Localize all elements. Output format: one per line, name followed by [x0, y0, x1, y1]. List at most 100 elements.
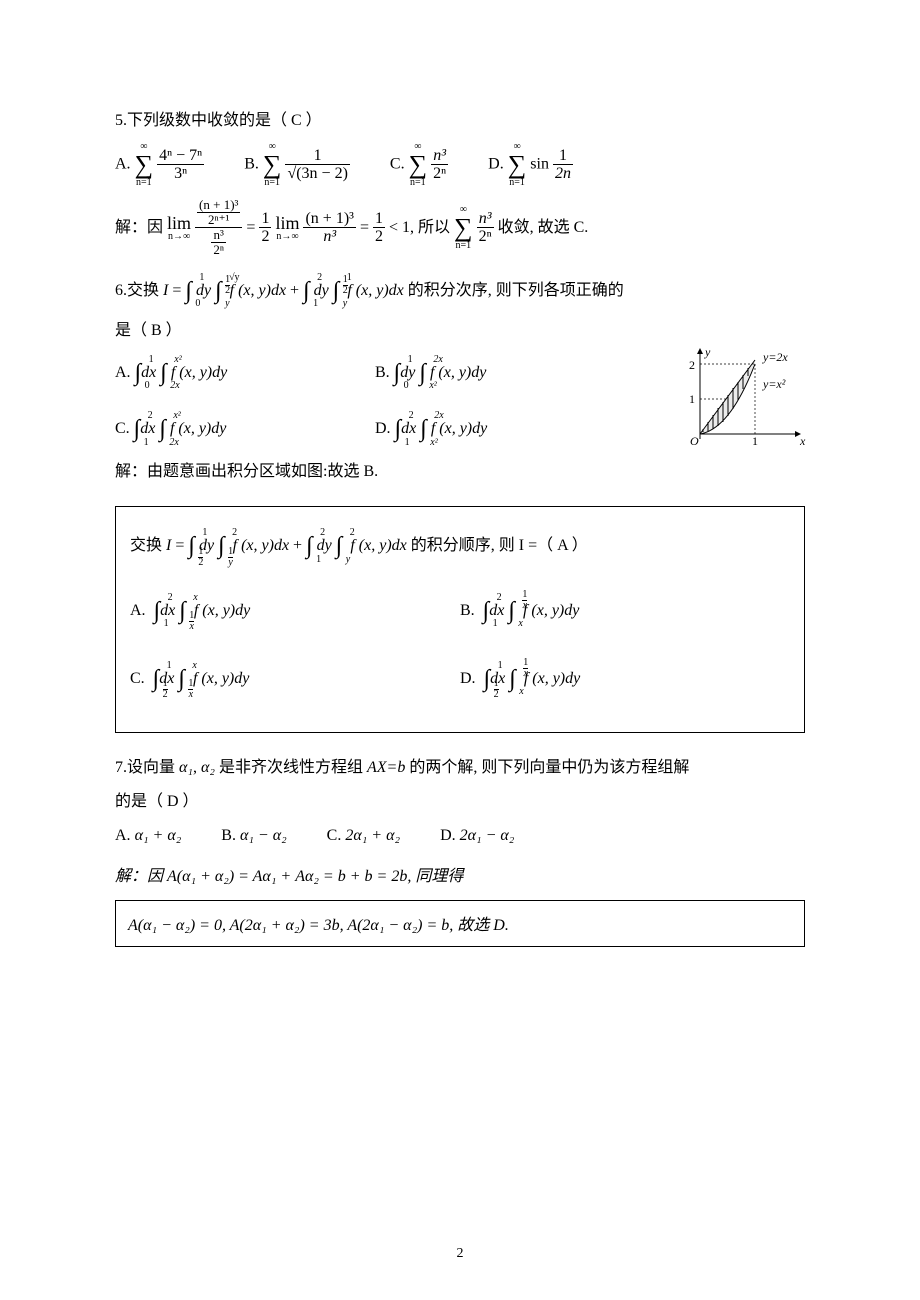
sum-lower: n=1: [409, 178, 428, 188]
solution-text: A(α₁ − α₂) = 0, A(2α₁ + α₂) = 3b, A(2α₁ …: [128, 917, 509, 934]
sin-func: sin: [530, 155, 549, 172]
q5-solution: 解：因 lim n→∞ (n + 1)³ 2ⁿ⁺¹ n³ 2ⁿ = 1 2: [115, 198, 805, 258]
variant-choice-a: A. ∫21dx ∫x1x f (x, y)dy: [130, 592, 460, 630]
q6-choice-d: D. ∫21dx ∫2xx² f (x, y)dy: [375, 410, 635, 448]
origin-label: O: [690, 434, 699, 448]
q5-choice-b: B. ∞ ∑ n=1 1 √(3n − 2): [244, 142, 350, 188]
lim-operator: lim n→∞: [167, 214, 191, 242]
equals: =: [360, 218, 373, 235]
integrand: f (x, y)dx: [350, 537, 406, 554]
int-upper: 2: [317, 270, 322, 286]
integrand: f (x, y)dy: [524, 670, 580, 687]
y-axis-label: y: [704, 345, 711, 359]
q5-choices: A. ∞ ∑ n=1 4ⁿ − 7ⁿ 3ⁿ B. ∞ ∑ n=1 1 √(3n …: [115, 142, 805, 188]
integrand: f (x, y)dy: [193, 670, 249, 687]
q6-choices: A. ∫10dx ∫x²2x f (x, y)dy B. ∫10dy ∫2xx²…: [115, 354, 635, 449]
choice-label: C.: [130, 670, 145, 687]
choice-label: C.: [115, 420, 130, 437]
integral-icon: ∫: [484, 666, 491, 692]
frac-den: 2ⁿ: [477, 228, 494, 246]
tick-2: 2: [689, 358, 695, 372]
q6-choice-b: B. ∫10dy ∫2xx² f (x, y)dy: [375, 354, 635, 392]
variant-stem: 交换 I = ∫112 dy ∫21y f (x, y)dx + ∫21 dy …: [130, 527, 790, 565]
sol-tail: < 1, 所以: [389, 218, 450, 235]
integral-icon: ∫: [420, 416, 427, 442]
text: 交换: [130, 537, 166, 554]
frac-den: 2: [259, 228, 271, 246]
integral: ∫ 2 1: [303, 272, 310, 310]
choice-label: B.: [460, 601, 475, 618]
equation: AX=b: [367, 759, 405, 776]
q7-stem-line1: 7.设向量 α₁, α₂ 是非齐次线性方程组 AX=b 的两个解, 则下列向量中…: [115, 755, 805, 781]
integral-icon: ∫: [159, 416, 166, 442]
q7-choice-b: B. α₁ − α₂: [221, 823, 286, 849]
text: 6.交换: [115, 282, 163, 299]
q6-graph: y x O 1 2 1 y=2x y=x²: [680, 344, 810, 454]
fraction: (n + 1)³ n³: [303, 210, 355, 246]
frac-num: 1: [259, 210, 271, 229]
comma: ,: [193, 759, 201, 776]
integral-icon: ∫: [508, 598, 515, 624]
sigma-icon: ∑: [263, 152, 282, 178]
fraction: n³ 2ⁿ: [477, 210, 494, 246]
q7-solution-box: A(α₁ − α₂) = 0, A(2α₁ + α₂) = 3b, A(2α₁ …: [115, 900, 805, 948]
integral-icon: ∫: [179, 598, 186, 624]
curve1-label: y=2x: [762, 350, 788, 364]
q5-stem: 5.下列级数中收敛的是（ C ）: [115, 108, 805, 134]
frac-den: 2: [373, 228, 385, 246]
choice-label: A.: [130, 601, 146, 618]
integral-icon: ∫: [419, 360, 426, 386]
int-lower: 1: [313, 296, 318, 312]
frac-num: (n + 1)³: [303, 210, 355, 229]
tick-x1: 1: [752, 434, 758, 448]
fraction: 1 2n: [553, 147, 573, 183]
frac-den: n³: [303, 228, 355, 246]
lim-sub: n→∞: [275, 232, 299, 242]
lim-operator: lim n→∞: [275, 214, 299, 242]
integrand: f (x, y)dx: [233, 537, 289, 554]
frac-num: 1: [285, 147, 349, 166]
integral: ∫ 1 0: [185, 272, 192, 310]
sum-operator: ∞ ∑ n=1: [263, 142, 282, 188]
integral-icon: ∫: [188, 533, 195, 559]
sum-operator: ∞ ∑ n=1: [508, 142, 527, 188]
int-upper: 1: [199, 270, 204, 286]
frac-num: 1: [373, 210, 385, 229]
q6-variant-box: 交换 I = ∫112 dy ∫21y f (x, y)dx + ∫21 dy …: [115, 506, 805, 733]
q7-solution: 解：因 A(α₁ + α₂) = Aα₁ + Aα₂ = b + b = 2b,…: [115, 864, 805, 890]
fraction: n³ 2ⁿ: [431, 147, 448, 183]
text: 的积分次序, 则下列各项正确的: [408, 282, 624, 299]
choice-label: A.: [115, 364, 131, 381]
q7-choice-c: C. 2α₁ + α₂: [327, 823, 400, 849]
q6-stem-line2: 是（ B ）: [115, 318, 805, 344]
int-lower: 0: [195, 296, 200, 312]
lim-sym: lim: [275, 214, 299, 232]
q5-choice-d: D. ∞ ∑ n=1 sin 1 2n: [488, 142, 573, 188]
sum-operator: ∞ ∑ n=1: [409, 142, 428, 188]
integral-icon: ∫: [185, 278, 192, 304]
sum-lower: n=1: [454, 241, 473, 251]
frac-num: n³: [477, 210, 494, 229]
integral-icon: ∫: [483, 598, 490, 624]
integrand: f (x, y)dy: [523, 601, 579, 618]
q5-choice-a: A. ∞ ∑ n=1 4ⁿ − 7ⁿ 3ⁿ: [115, 142, 204, 188]
outer-frac: (n + 1)³ 2ⁿ⁺¹ n³ 2ⁿ: [195, 198, 242, 258]
integral-icon: ∫: [303, 278, 310, 304]
frac-den: 2ⁿ: [431, 165, 448, 183]
variant-choices: A. ∫21dx ∫x1x f (x, y)dy B. ∫21dx ∫1xx f…: [130, 592, 790, 699]
integral-icon: ∫: [218, 533, 225, 559]
frac-num: 1: [553, 147, 573, 166]
integral-icon: ∫: [153, 666, 160, 692]
lim-sym: lim: [167, 214, 191, 232]
q7-stem-line2: 的是（ D ）: [115, 789, 805, 815]
sum-operator: ∞ ∑ n=1: [454, 205, 473, 251]
integral-icon: ∫: [336, 533, 343, 559]
choice-label: D.: [488, 155, 504, 172]
sigma-icon: ∑: [409, 152, 428, 178]
fraction: 4ⁿ − 7ⁿ 3ⁿ: [157, 147, 204, 183]
sum-lower: n=1: [135, 178, 154, 188]
alpha1: α₁: [179, 759, 193, 776]
int-lower: 12y: [343, 275, 348, 312]
variant-choice-c: C. ∫112dx ∫x1x f (x, y)dy: [130, 660, 460, 698]
frac-den: √(3n − 2): [285, 165, 349, 183]
